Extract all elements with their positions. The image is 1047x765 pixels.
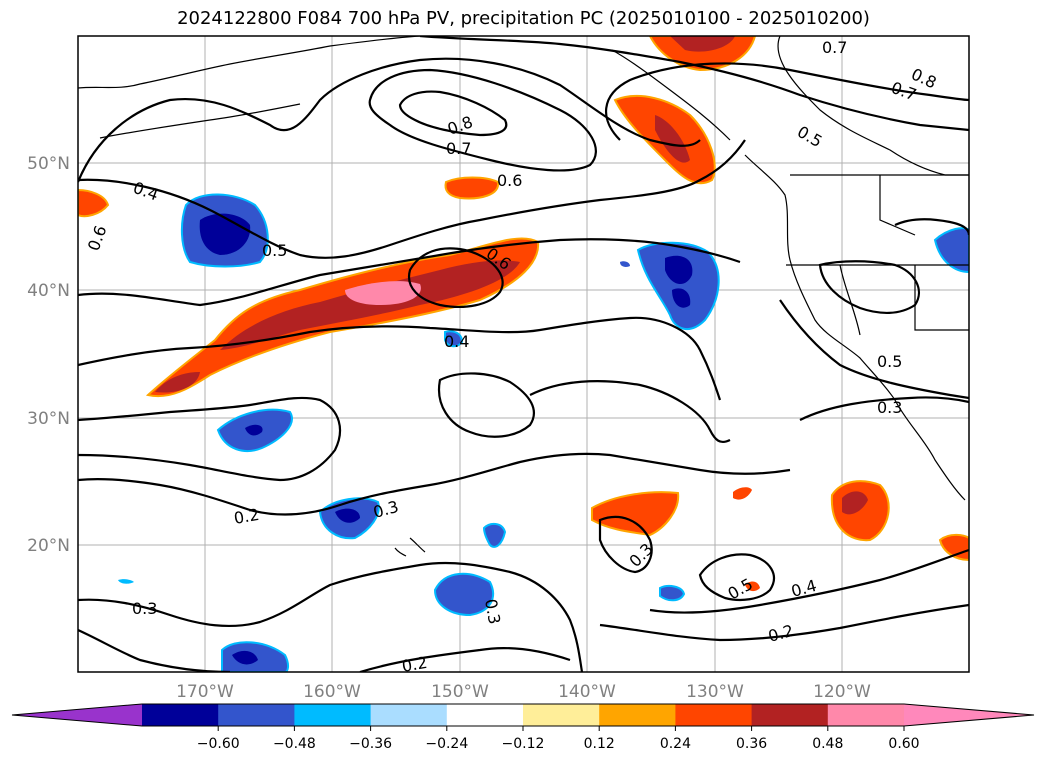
lat-label: 50°N [27, 154, 70, 174]
colorbar-tick-label: −0.48 [273, 736, 316, 752]
colorbar-segment [294, 704, 372, 726]
contour-label: 0.3 [132, 599, 157, 618]
colorbar-tick-label: 0.24 [660, 736, 691, 752]
colorbar-segment [446, 704, 524, 726]
colorbar-segment [523, 704, 600, 726]
map-title: 2024122800 F084 700 hPa PV, precipitatio… [177, 8, 870, 29]
contour-label: 0.5 [877, 352, 902, 371]
lon-label: 140°W [558, 682, 616, 702]
colorbar-segment [142, 704, 219, 726]
colorbar-segment [218, 704, 295, 726]
lat-label: 40°N [27, 281, 70, 301]
lon-label: 120°W [813, 682, 871, 702]
colorbar-segment [370, 704, 448, 726]
colorbar: −0.60 −0.48 −0.36 −0.24 −0.12 0.12 0.24 0.36 0.4… [11, 703, 1035, 752]
lat-label: 20°N [27, 536, 70, 556]
contour-label: 0.3 [481, 597, 504, 625]
colorbar-tick-label: 0.36 [736, 736, 767, 752]
lon-label: 150°W [431, 682, 489, 702]
latitude-labels: 50°N 40°N 30°N 20°N [27, 154, 70, 556]
colorbar-tick-label: −0.12 [502, 736, 545, 752]
pv-contours [78, 36, 969, 672]
colorbar-extend-low [12, 704, 142, 726]
colorbar-outline [11, 703, 1035, 727]
contour-label: 0.5 [262, 241, 287, 260]
contour-label: 0.2 [400, 653, 428, 676]
colorbar-segment [751, 704, 829, 726]
contour-label: 0.7 [822, 38, 847, 57]
contour-label: 0.7 [446, 139, 471, 158]
colorbar-tick-label: −0.36 [349, 736, 392, 752]
contour-label: 0.2 [232, 505, 260, 528]
colorbar-segment [675, 704, 753, 726]
colorbar-tick-label: −0.60 [197, 736, 240, 752]
contour-label: 0.4 [444, 332, 469, 351]
lon-label: 160°W [303, 682, 361, 702]
colorbar-segment [827, 704, 905, 726]
precipitation-shading [78, 36, 969, 672]
map-frame [77, 35, 970, 673]
longitude-labels: 170°W 160°W 150°W 140°W 130°W 120°W [176, 682, 871, 702]
contour-label: 0.3 [877, 398, 902, 417]
coastlines [78, 36, 969, 557]
colorbar-tick-label: −0.24 [425, 736, 468, 752]
colorbar-tick-label: 0.12 [584, 736, 615, 752]
lon-label: 130°W [686, 682, 744, 702]
colorbar-segment [599, 704, 676, 726]
colorbar-extend-high [904, 704, 1034, 726]
contour-label: 0.6 [497, 171, 522, 190]
lat-label: 30°N [27, 409, 70, 429]
colorbar-tick-label: 0.48 [812, 736, 843, 752]
colorbar-tick-label: 0.60 [888, 736, 919, 752]
lon-label: 170°W [176, 682, 234, 702]
